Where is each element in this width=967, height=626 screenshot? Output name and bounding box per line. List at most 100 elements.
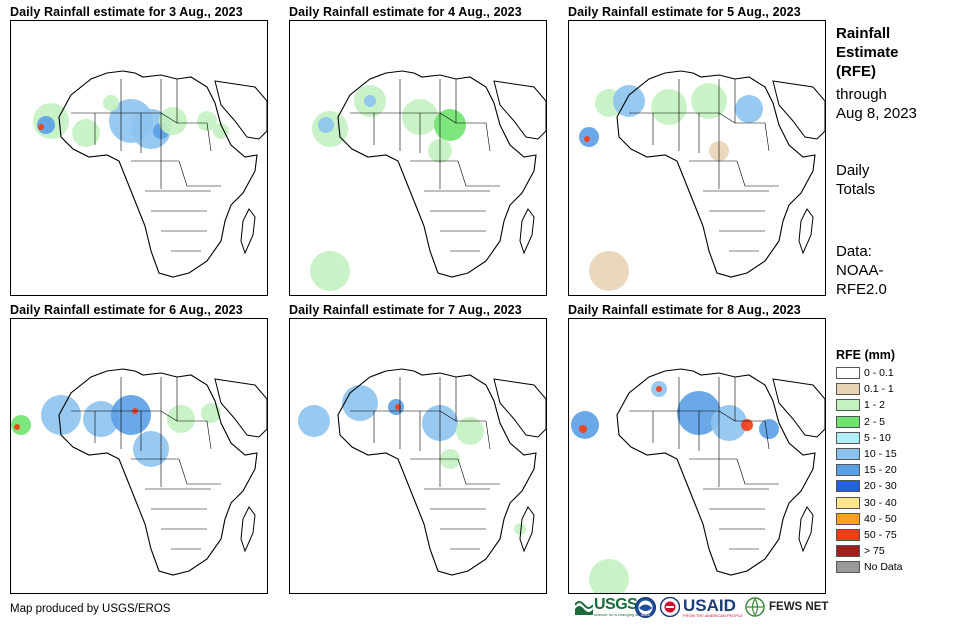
legend-swatch	[836, 512, 860, 525]
legend-label: 2 - 5	[864, 415, 886, 428]
legend-title: RFE (mm)	[836, 348, 896, 362]
rainfall-patch	[41, 395, 81, 435]
legend-swatch	[836, 399, 860, 412]
legend-swatch	[836, 480, 860, 493]
legend-label: 50 - 75	[864, 529, 897, 541]
sidebar-daily-totals: Daily Totals	[836, 162, 876, 198]
legend-item: 40 - 50	[836, 512, 897, 526]
rainfall-patch	[298, 405, 330, 437]
rainfall-patch	[201, 403, 221, 423]
rainfall-patch	[711, 405, 747, 441]
rainfall-patch	[434, 109, 466, 141]
legend-label: 15 - 20	[864, 464, 897, 477]
legend-swatch	[836, 464, 860, 477]
madagascar-outline	[240, 506, 256, 553]
rainfall-patch	[579, 425, 587, 433]
madagascar-outline	[798, 208, 814, 255]
africa-outline	[616, 368, 816, 576]
rainfall-patch	[38, 124, 44, 130]
map-aug8	[568, 318, 826, 594]
madagascar-outline	[519, 506, 535, 553]
country-border	[736, 458, 779, 485]
usgs-logo: USGS science for a changing world	[575, 596, 645, 618]
legend-item: 2 - 5	[836, 415, 885, 429]
rainfall-patch	[11, 415, 31, 435]
rainfall-patch	[83, 401, 119, 437]
sidebar-data-source: Data: NOAA- RFE2.0	[836, 243, 887, 298]
country-border	[400, 377, 441, 412]
legend-swatch	[836, 496, 860, 509]
africa-outline	[58, 368, 258, 576]
country-border	[736, 160, 779, 187]
usaid-seal-icon	[660, 597, 680, 617]
usaid-logo: USAID FROM THE AMERICAN PEOPLE	[660, 596, 743, 618]
arabia-outline	[493, 378, 546, 438]
legend-swatch	[836, 383, 860, 396]
legend-label: 10 - 15	[864, 448, 897, 460]
legend-swatch	[836, 561, 860, 574]
rainfall-patch	[741, 419, 753, 431]
fews-net-logo: FEWS NET	[745, 596, 828, 618]
map-aug6	[10, 318, 268, 594]
panel-title-aug6: Daily Rainfall estimate for 6 Aug., 2023	[10, 303, 243, 317]
rainfall-patch	[456, 417, 484, 445]
legend-swatch	[836, 415, 860, 428]
arabia-outline	[214, 80, 267, 140]
rainfall-patch	[318, 117, 334, 133]
arabia-outline	[772, 378, 825, 438]
country-border	[206, 122, 212, 152]
legend-label: 30 - 40	[864, 496, 897, 509]
rainfall-patch	[735, 95, 763, 123]
rainfall-patch	[133, 431, 169, 467]
rainfall-patch	[589, 251, 629, 291]
rainfall-patch	[72, 119, 100, 147]
noaa-logo: NOAA	[635, 596, 656, 618]
sidebar-title: Rainfall Estimate (RFE)	[836, 25, 899, 80]
rainfall-patch	[613, 85, 645, 117]
madagascar-outline	[240, 208, 256, 255]
legend-label: 0 - 0.1	[864, 367, 894, 379]
rainfall-patch	[159, 107, 187, 135]
country-border	[206, 420, 212, 450]
map-credit: Map produced by USGS/EROS	[10, 603, 171, 615]
legend-item: > 75	[836, 544, 885, 558]
legend-item: 50 - 75	[836, 528, 897, 542]
africa-outline	[337, 368, 537, 576]
legend-item: 30 - 40	[836, 496, 897, 510]
legend-label: 20 - 30	[864, 480, 897, 493]
legend-item: No Data	[836, 560, 903, 574]
map-aug5	[568, 20, 826, 296]
legend-item: 20 - 30	[836, 479, 897, 493]
legend-swatch	[836, 529, 860, 541]
panel-title-aug4: Daily Rainfall estimate for 4 Aug., 2023	[289, 5, 522, 19]
legend-item: 15 - 20	[836, 463, 897, 477]
country-border	[457, 160, 500, 187]
panel-title-aug7: Daily Rainfall estimate for 7 Aug., 2023	[289, 303, 522, 317]
rainfall-patch	[584, 136, 590, 142]
panel-title-aug5: Daily Rainfall estimate for 5 Aug., 2023	[568, 5, 801, 19]
legend-item: 10 - 15	[836, 447, 897, 461]
africa-outline	[337, 70, 537, 278]
legend-label: No Data	[864, 561, 903, 574]
rainfall-patch	[167, 405, 195, 433]
madagascar-outline	[798, 506, 814, 553]
rainfall-patch	[342, 385, 378, 421]
country-border	[178, 458, 221, 485]
africa-outline	[58, 70, 258, 278]
map-aug7	[289, 318, 547, 594]
country-border	[485, 420, 491, 450]
rainfall-patch	[364, 95, 376, 107]
rainfall-patch	[759, 419, 779, 439]
arabia-outline	[214, 378, 267, 438]
rainfall-patch	[310, 251, 350, 291]
madagascar-outline	[519, 208, 535, 255]
rainfall-patch	[656, 386, 662, 392]
fews-globe-icon	[745, 597, 765, 617]
rainfall-patch	[651, 89, 687, 125]
rainfall-patch	[103, 95, 119, 111]
legend-label: > 75	[864, 545, 885, 558]
legend-swatch	[836, 431, 860, 444]
rainfall-patch	[213, 123, 229, 139]
africa-outline	[616, 70, 816, 278]
arabia-outline	[772, 80, 825, 140]
